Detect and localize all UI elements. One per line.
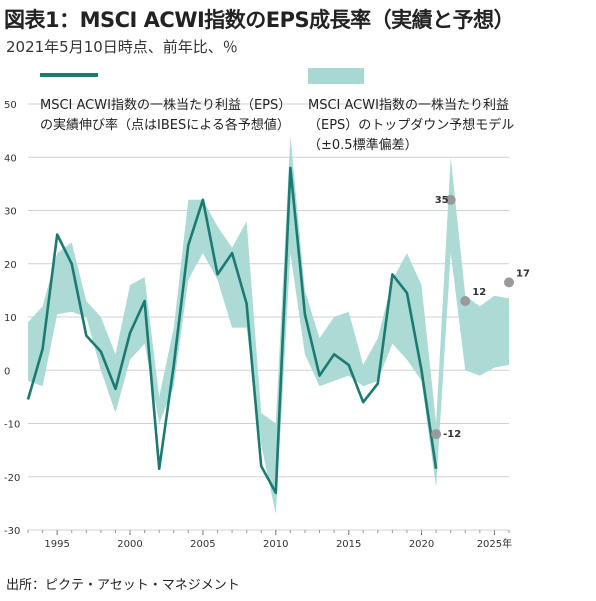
legend-band-label: MSCI ACWI指数の一株当たり利益（EPS）のトップダウン予想モデル（±0.…	[308, 98, 515, 153]
y-tick-label: 40	[4, 153, 17, 164]
y-tick-label: 20	[4, 260, 17, 271]
y-tick-label: 30	[4, 207, 17, 218]
legend-swatch-layer	[40, 68, 364, 84]
y-tick-label: 0	[4, 366, 10, 377]
legend-actual-label: MSCI ACWI指数の一株当たり利益（EPS）の実績伸び率（点はIBESによる…	[40, 98, 290, 133]
chart-source: 出所：ピクテ・アセット・マネジメント	[6, 578, 240, 593]
chart-subtitle: 2021年5月10日時点、前年比、％	[6, 38, 238, 56]
forecast-point-label: 35	[435, 195, 449, 206]
forecast-point-layer: -12 35 12 17	[431, 194, 530, 440]
legend-actual-swatch	[40, 73, 98, 77]
forecast-point	[460, 296, 471, 307]
y-tick-label: -30	[4, 526, 20, 537]
chart-title: 図表1：MSCI ACWI指数のEPS成長率（実績と予想）	[4, 8, 515, 32]
forecast-point-label: -12	[443, 429, 461, 440]
actual-eps-line	[26, 166, 438, 495]
actual-line-layer	[26, 166, 438, 495]
forecast-point	[445, 194, 456, 205]
y-tick-label: 10	[4, 313, 17, 324]
x-tick-label: 1995	[44, 539, 69, 550]
forecast-point-label: 12	[472, 287, 486, 298]
y-tick-label: -10	[4, 420, 20, 431]
y-tick-label: -20	[4, 473, 20, 484]
x-tick-label: 2025年	[477, 537, 512, 550]
forecast-point-label: 17	[516, 268, 530, 279]
x-tick-label: 2020	[409, 539, 434, 550]
y-tick-label: 50	[4, 100, 17, 111]
forecast-point	[504, 277, 514, 288]
x-tick-label: 2005	[190, 539, 215, 550]
x-tick-label: 2015	[336, 539, 361, 550]
x-tick-label: 2000	[117, 539, 142, 550]
forecast-point	[431, 429, 442, 440]
forecast-band	[28, 135, 509, 514]
x-tick-label: 2010	[263, 539, 288, 550]
legend-band-swatch	[308, 68, 364, 84]
forecast-band-layer	[28, 135, 509, 514]
